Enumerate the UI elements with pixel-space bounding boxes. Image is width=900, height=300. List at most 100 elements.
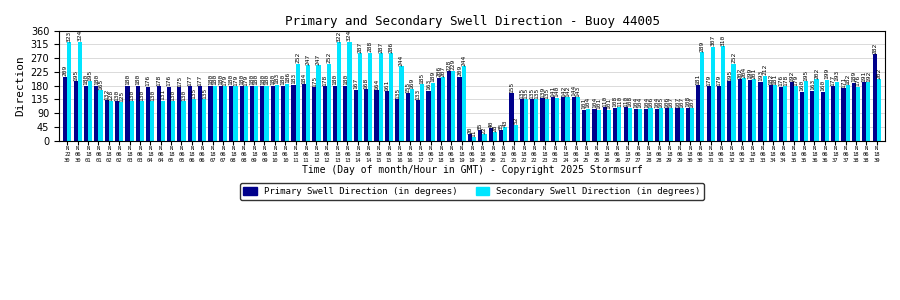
Text: 322: 322: [337, 31, 342, 42]
Bar: [544, 99, 549, 140]
Text: 179: 179: [716, 74, 722, 86]
Text: 128: 128: [108, 90, 113, 101]
Text: 176: 176: [146, 75, 151, 86]
Text: 133: 133: [416, 88, 420, 100]
Bar: [851, 83, 856, 140]
Bar: [535, 99, 538, 140]
Text: 130: 130: [181, 89, 186, 100]
Bar: [624, 107, 627, 140]
Text: 199: 199: [824, 68, 830, 80]
Text: 22: 22: [482, 126, 487, 134]
Text: 177: 177: [831, 75, 835, 86]
Text: 202: 202: [737, 67, 742, 79]
Bar: [427, 91, 430, 140]
Bar: [395, 99, 400, 140]
Bar: [188, 86, 192, 140]
Bar: [530, 99, 535, 140]
Bar: [675, 108, 680, 140]
Text: 168: 168: [364, 78, 369, 89]
Bar: [436, 78, 441, 140]
Bar: [721, 46, 725, 140]
Text: 244: 244: [461, 54, 466, 66]
Text: 110: 110: [616, 95, 622, 106]
Text: 135: 135: [519, 88, 525, 99]
Text: 43: 43: [503, 120, 508, 127]
Bar: [223, 86, 227, 140]
Bar: [285, 84, 290, 140]
Text: 180: 180: [208, 74, 213, 85]
Bar: [374, 90, 379, 140]
Text: 101: 101: [607, 98, 611, 110]
Bar: [364, 89, 368, 140]
Bar: [617, 107, 621, 140]
Text: 135: 135: [192, 88, 196, 99]
Text: 247: 247: [306, 53, 310, 65]
Text: 183: 183: [274, 73, 279, 84]
Text: 195: 195: [73, 69, 78, 81]
Bar: [638, 109, 643, 140]
Text: 105: 105: [659, 97, 663, 108]
Text: 182: 182: [845, 74, 850, 85]
Bar: [472, 137, 476, 140]
Text: 182: 182: [769, 74, 773, 85]
Text: 165: 165: [98, 79, 103, 90]
Bar: [281, 85, 285, 140]
Text: 199: 199: [748, 68, 752, 80]
Text: 247: 247: [316, 53, 321, 65]
Bar: [312, 87, 317, 140]
Text: 180: 180: [249, 74, 255, 85]
Text: 28: 28: [492, 124, 498, 132]
Text: 101: 101: [581, 98, 587, 110]
Legend: Primary Swell Direction (in degrees), Secondary Swell Direction (in degrees): Primary Swell Direction (in degrees), Se…: [239, 184, 705, 200]
Text: 108: 108: [685, 96, 690, 107]
Text: 141: 141: [551, 86, 555, 97]
Text: 108: 108: [627, 96, 632, 107]
Text: 177: 177: [187, 75, 193, 86]
Bar: [333, 85, 338, 140]
Text: 324: 324: [347, 30, 352, 41]
Text: 142: 142: [565, 85, 570, 97]
Bar: [706, 86, 711, 140]
Bar: [347, 42, 352, 140]
Bar: [835, 82, 840, 140]
Bar: [406, 93, 410, 140]
Bar: [254, 85, 258, 140]
Text: 244: 244: [399, 54, 404, 66]
Text: 107: 107: [689, 96, 695, 107]
Bar: [814, 79, 819, 140]
Bar: [260, 85, 265, 140]
Bar: [192, 99, 196, 140]
Bar: [400, 66, 403, 140]
Bar: [389, 53, 393, 140]
Bar: [773, 85, 777, 140]
Text: 104: 104: [634, 97, 638, 109]
Text: 175: 175: [177, 76, 182, 87]
Text: 180: 180: [260, 74, 265, 85]
Text: 288: 288: [368, 41, 373, 52]
Text: 287: 287: [357, 41, 363, 52]
Text: 324: 324: [77, 30, 82, 41]
Text: 35: 35: [478, 122, 482, 130]
Bar: [519, 99, 524, 140]
Text: 209: 209: [63, 65, 68, 76]
Bar: [202, 99, 206, 140]
Text: 191: 191: [861, 70, 867, 82]
Text: 40: 40: [488, 121, 493, 128]
Text: 307: 307: [710, 35, 716, 46]
Bar: [244, 86, 248, 140]
Bar: [77, 42, 82, 140]
Bar: [800, 92, 804, 140]
Text: 207: 207: [440, 66, 445, 77]
Bar: [104, 100, 109, 140]
Bar: [115, 101, 119, 140]
Bar: [659, 109, 663, 140]
Text: 160: 160: [799, 80, 805, 91]
Text: 179: 179: [706, 74, 711, 86]
Text: 106: 106: [648, 97, 653, 108]
Text: 206: 206: [436, 66, 441, 77]
Bar: [742, 78, 746, 140]
Text: 175: 175: [311, 76, 317, 87]
Bar: [161, 100, 165, 140]
Text: 140: 140: [554, 86, 560, 98]
Text: 179: 179: [233, 74, 238, 86]
